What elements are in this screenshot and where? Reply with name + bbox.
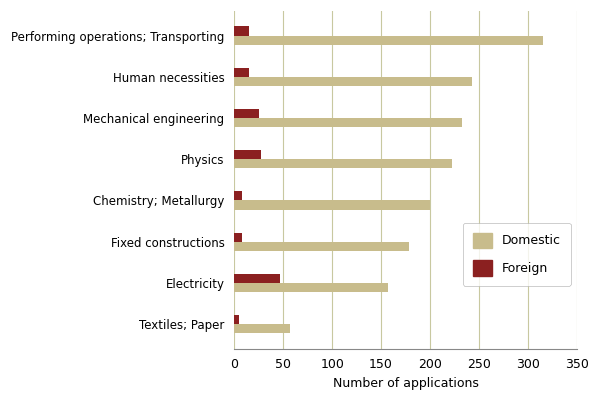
Bar bbox=[234, 26, 249, 36]
Bar bbox=[234, 109, 259, 118]
Bar bbox=[234, 150, 260, 159]
Bar bbox=[234, 242, 409, 251]
Bar bbox=[234, 324, 290, 333]
Legend: Domestic, Foreign: Domestic, Foreign bbox=[463, 223, 571, 286]
Bar bbox=[234, 274, 280, 283]
Bar bbox=[234, 191, 242, 200]
Bar bbox=[234, 283, 388, 292]
Bar bbox=[234, 233, 242, 242]
Bar bbox=[234, 118, 463, 127]
Bar bbox=[234, 68, 249, 77]
Bar bbox=[234, 200, 430, 210]
Bar bbox=[234, 159, 452, 168]
Bar bbox=[234, 315, 239, 324]
Bar bbox=[234, 36, 542, 45]
Bar bbox=[234, 77, 472, 86]
X-axis label: Number of applications: Number of applications bbox=[332, 377, 479, 390]
